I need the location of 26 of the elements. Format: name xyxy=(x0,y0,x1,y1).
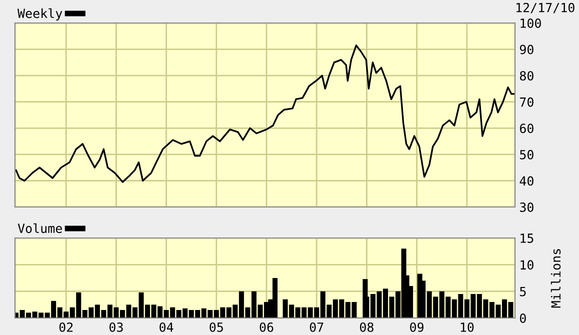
x-tick-label: 07 xyxy=(310,322,324,332)
x-tick-label: 05 xyxy=(210,322,223,332)
x-tick-label: 10 xyxy=(460,322,474,332)
text: 12/17/10 xyxy=(516,2,574,14)
y-tick-label: 10 xyxy=(520,260,534,270)
y-tick-label: 15 xyxy=(520,234,534,243)
y-axis-title: Millions xyxy=(550,249,561,308)
y-tick-label: 60 xyxy=(520,124,534,134)
y-tick-label: 50 xyxy=(520,150,534,160)
x-tick-label: 09 xyxy=(410,322,424,332)
x-tick-label: 03 xyxy=(109,322,123,332)
y-tick-label: 5 xyxy=(520,287,526,296)
y-tick-label: 90 xyxy=(520,44,534,54)
x-tick-label: 02 xyxy=(59,322,73,332)
y-tick-label: 100 xyxy=(520,18,541,28)
y-tick-label: 30 xyxy=(520,202,534,212)
x-tick-label: 08 xyxy=(360,322,374,332)
y-tick-label: 0 xyxy=(520,314,526,323)
y-tick-label: 70 xyxy=(520,97,534,107)
legend-label: Weekly xyxy=(18,8,62,20)
legend-label: Volume xyxy=(18,223,62,234)
x-tick-label: 06 xyxy=(260,322,274,332)
x-tick-label: 04 xyxy=(160,322,174,332)
y-tick-label: 40 xyxy=(520,176,534,186)
line-series xyxy=(15,44,515,183)
y-tick-label: 80 xyxy=(520,71,534,81)
